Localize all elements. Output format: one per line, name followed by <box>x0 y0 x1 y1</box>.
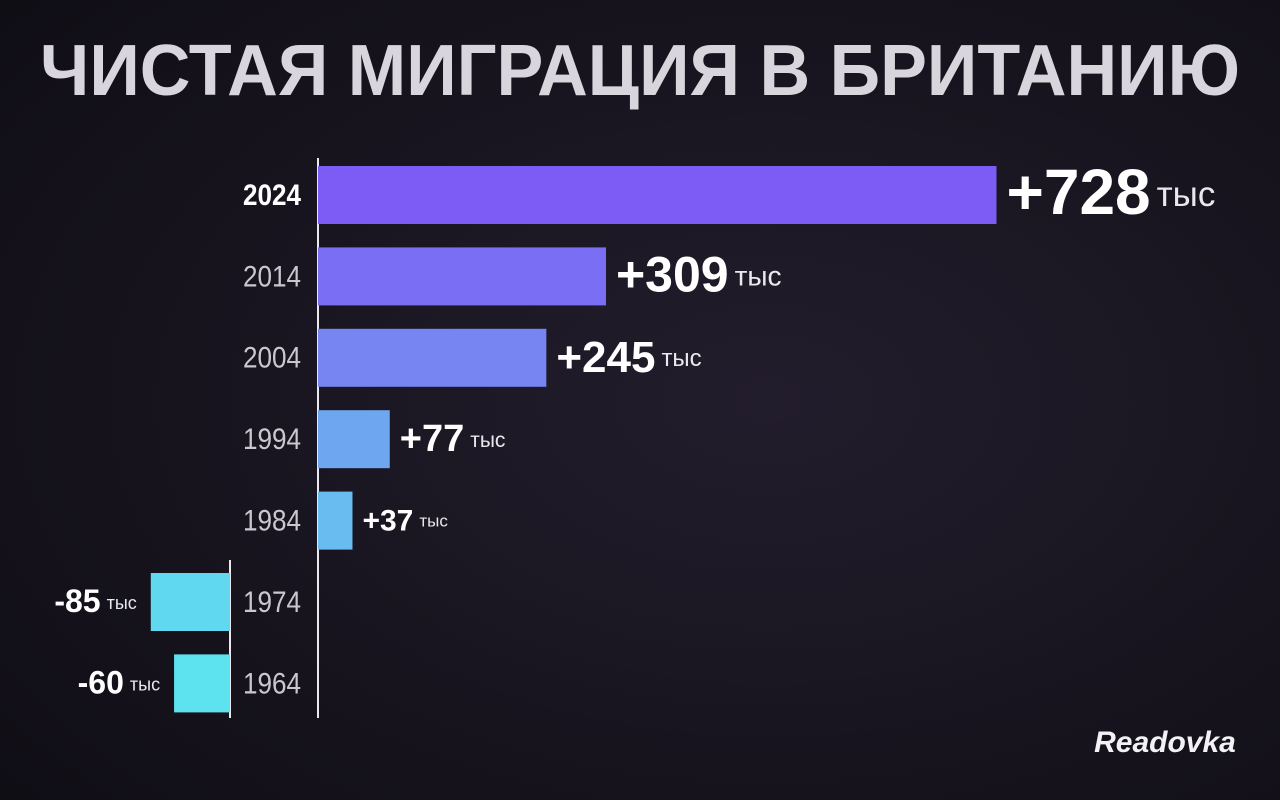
value-number: +245 <box>556 332 655 381</box>
bar <box>318 166 997 224</box>
chart-title: ЧИСТАЯ МИГРАЦИЯ В БРИТАНИЮ <box>40 31 1240 111</box>
category-label: 1974 <box>243 586 301 619</box>
value-number: -60 <box>78 665 124 701</box>
category-label: 2004 <box>243 342 301 375</box>
category-label: 1984 <box>243 505 301 538</box>
value-label: +77 тыс <box>400 418 506 460</box>
value-label: -60 тыс <box>78 665 160 701</box>
value-label: -85 тыс <box>54 583 136 619</box>
value-unit: тыс <box>1157 175 1216 214</box>
brand-logo: Readovka <box>1094 726 1236 759</box>
value-number: +37 <box>362 505 413 538</box>
value-unit: тыс <box>419 512 448 531</box>
value-label: +245 тыс <box>556 332 701 381</box>
value-number: +728 <box>1006 156 1150 228</box>
value-number: +77 <box>400 418 464 460</box>
bar <box>318 410 390 469</box>
bar <box>174 654 230 713</box>
value-label: +309 тыс <box>616 247 782 303</box>
value-label: +37 тыс <box>362 505 448 538</box>
value-unit: тыс <box>661 345 701 372</box>
category-label: 1964 <box>243 667 301 700</box>
category-label: 1994 <box>243 423 301 456</box>
value-unit: тыс <box>130 674 160 694</box>
bar <box>150 573 230 631</box>
bar <box>318 328 547 387</box>
category-label: 2024 <box>243 179 301 212</box>
bar <box>318 491 353 550</box>
value-label: +728 тыс <box>1006 156 1215 228</box>
value-unit: тыс <box>735 261 782 292</box>
value-unit: тыс <box>470 429 505 452</box>
value-number: -85 <box>54 583 100 619</box>
value-number: +309 <box>616 247 729 303</box>
value-unit: тыс <box>107 593 137 613</box>
category-label: 2014 <box>243 260 301 293</box>
bar <box>318 247 606 306</box>
